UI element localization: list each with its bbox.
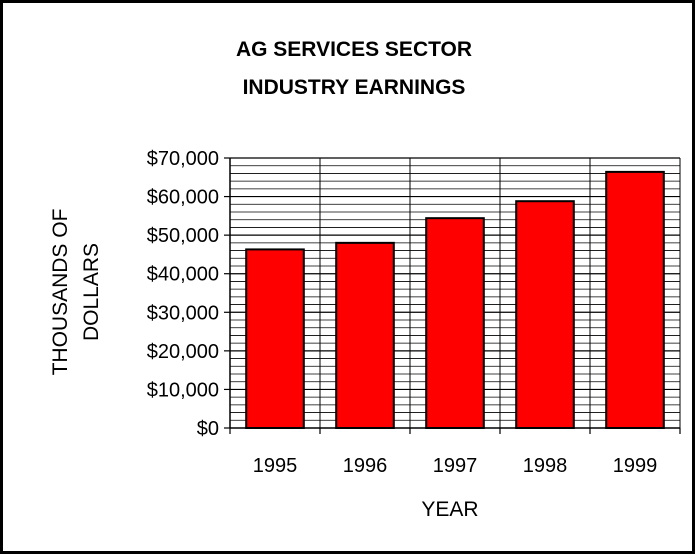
- y-axis-title-line-1: THOUSANDS OF: [49, 209, 72, 376]
- x-tick-label: 1999: [613, 455, 658, 477]
- x-axis-title: YEAR: [421, 498, 478, 521]
- x-tick-label: 1998: [523, 455, 568, 477]
- y-tick-label: $0: [197, 418, 219, 440]
- bar-1997: [425, 217, 485, 429]
- y-axis-ticks: $0 $10,000 $20,000 $30,000 $40,000 $50,000 $60…: [147, 148, 230, 440]
- bars: [245, 170, 665, 429]
- y-tick-label: $50,000: [147, 225, 219, 247]
- chart-title-line-2: INDUSTRY EARNINGS: [243, 76, 466, 99]
- y-tick-label: $30,000: [147, 302, 219, 324]
- y-tick-label: $60,000: [147, 187, 219, 209]
- y-tick-label: $20,000: [147, 341, 219, 363]
- x-tick-label: 1995: [253, 455, 298, 477]
- bar-1996: [335, 241, 395, 429]
- chart-title-line-1: AG SERVICES SECTOR: [236, 38, 472, 61]
- bar-1995: [245, 248, 305, 429]
- y-tick-label: $70,000: [147, 148, 219, 170]
- x-tick-label: 1996: [343, 455, 388, 477]
- bar-1998: [515, 200, 575, 429]
- x-tick-label: 1997: [433, 455, 478, 477]
- y-axis-title-line-2: DOLLARS: [80, 243, 103, 341]
- bar-1999: [605, 170, 665, 429]
- y-tick-label: $10,000: [147, 379, 219, 401]
- x-axis-ticks: 1995 1996 1997 1998 1999: [229, 428, 681, 477]
- y-tick-label: $40,000: [147, 264, 219, 286]
